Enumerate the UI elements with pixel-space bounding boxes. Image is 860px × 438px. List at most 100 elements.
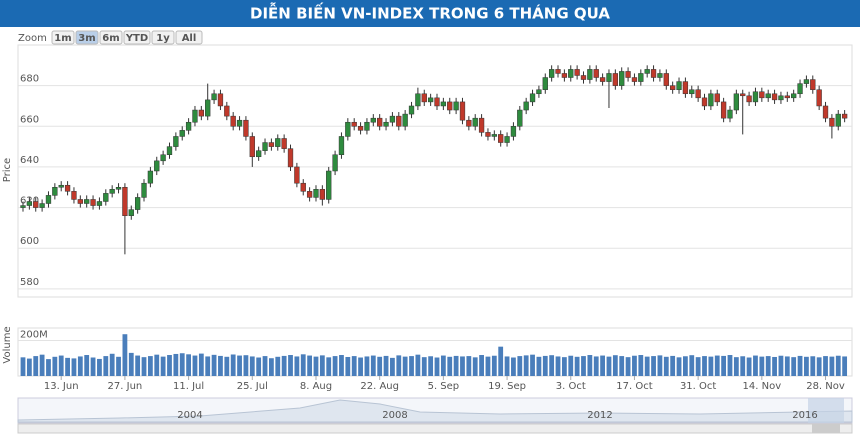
volume-bar <box>670 355 676 376</box>
candle-body <box>332 154 338 172</box>
candle-body <box>52 187 58 196</box>
candle-body <box>472 117 478 127</box>
candle-body <box>498 134 504 143</box>
volume-bar <box>829 356 835 376</box>
volume-bar <box>84 355 90 376</box>
volume-bar <box>173 353 179 376</box>
volume-bar <box>128 352 134 376</box>
navigator-window[interactable] <box>808 398 844 423</box>
candle-body <box>733 93 740 111</box>
zoom-button[interactable] <box>99 30 123 45</box>
volume-bar <box>612 355 618 376</box>
zoom-button-label[interactable]: 1m <box>54 33 71 44</box>
x-tick-label: 31. Oct <box>680 381 716 392</box>
candle-body <box>835 113 841 127</box>
volume-bar <box>52 356 58 376</box>
volume-bar <box>262 356 268 376</box>
zoom-button[interactable] <box>123 30 151 45</box>
candle-body <box>453 101 459 111</box>
zoom-button[interactable] <box>75 30 99 45</box>
candle-body <box>249 136 255 158</box>
volume-bar <box>39 354 45 376</box>
volume-bar <box>746 357 752 376</box>
volume-bar <box>797 355 803 376</box>
candle-body <box>243 119 249 137</box>
volume-bar <box>695 357 701 376</box>
volume-bar <box>103 356 109 376</box>
candle-body <box>810 79 816 90</box>
candle-body <box>166 146 173 155</box>
candle-body <box>39 203 45 208</box>
candle-body <box>720 101 727 119</box>
volume-bar <box>504 356 510 376</box>
volume-bar <box>256 357 262 376</box>
candle-body <box>746 95 752 103</box>
x-tick-label: 3. Oct <box>556 381 586 392</box>
volume-bar <box>237 355 242 376</box>
volume-bar <box>160 356 166 376</box>
zoom-button-label[interactable]: 1y <box>156 33 170 44</box>
volume-bar <box>683 356 688 376</box>
x-tick-label: 14. Nov <box>743 381 782 392</box>
candle-body <box>415 93 421 107</box>
candle-body <box>326 170 332 200</box>
candle-body <box>434 97 440 107</box>
candle-body <box>185 121 192 131</box>
volume-bar <box>447 356 453 376</box>
candle-body <box>306 191 313 198</box>
candle-body <box>752 91 759 103</box>
candle-body <box>154 160 160 172</box>
volume-bar <box>351 356 357 376</box>
candle-body <box>708 93 714 107</box>
volume-bar <box>281 355 287 376</box>
zoom-button-label[interactable]: 3m <box>78 33 95 44</box>
zoom-button-label[interactable]: 6m <box>102 33 119 44</box>
candle-body <box>262 142 268 151</box>
candle-body <box>26 201 33 206</box>
zoom-button[interactable] <box>175 30 203 45</box>
plot-frame <box>17 44 853 298</box>
scrollbar-thumb[interactable] <box>812 424 840 433</box>
candle-body <box>440 101 447 107</box>
volume-bar <box>326 357 332 376</box>
candle-body <box>670 85 676 90</box>
volume-bar <box>740 356 746 376</box>
navigator-label: 2012 <box>587 410 612 421</box>
candle-body <box>122 187 128 216</box>
volume-bar <box>581 356 586 376</box>
candle-body <box>580 75 587 80</box>
volume-bar <box>154 354 160 376</box>
zoom-button[interactable] <box>51 30 75 45</box>
zoom-button-label[interactable]: All <box>182 33 197 44</box>
volume-bar <box>300 354 306 376</box>
volume-bar <box>842 356 848 376</box>
candle-body <box>478 117 485 133</box>
volume-bar <box>339 355 344 376</box>
scrollbar[interactable] <box>17 423 853 434</box>
volume-bar <box>275 356 281 376</box>
candle-body <box>192 109 198 123</box>
candle-body <box>230 115 236 127</box>
chart-title: DIỄN BIẾN VN-INDEX TRONG 6 THÁNG QUA <box>250 2 610 23</box>
candle-body <box>128 209 134 216</box>
zoom-button-label[interactable]: YTD <box>125 33 148 44</box>
candle-body <box>784 95 790 99</box>
candle-body <box>765 93 771 99</box>
zoom-button[interactable] <box>151 30 175 45</box>
candle-body <box>574 69 580 76</box>
candle-body <box>20 205 26 208</box>
volume-bar <box>358 357 363 376</box>
volume-bar <box>46 359 51 376</box>
volume-bar <box>428 356 434 376</box>
volume-bar <box>523 355 529 376</box>
volume-bar <box>294 356 300 376</box>
volume-bar <box>721 355 727 376</box>
candle-body <box>383 121 389 127</box>
volume-bar <box>33 356 39 376</box>
candle-body <box>740 93 746 97</box>
volume-bar <box>179 353 185 376</box>
candle-body <box>389 115 396 123</box>
volume-bar <box>147 356 153 376</box>
candle-body <box>466 119 472 127</box>
volume-bar <box>90 357 96 376</box>
